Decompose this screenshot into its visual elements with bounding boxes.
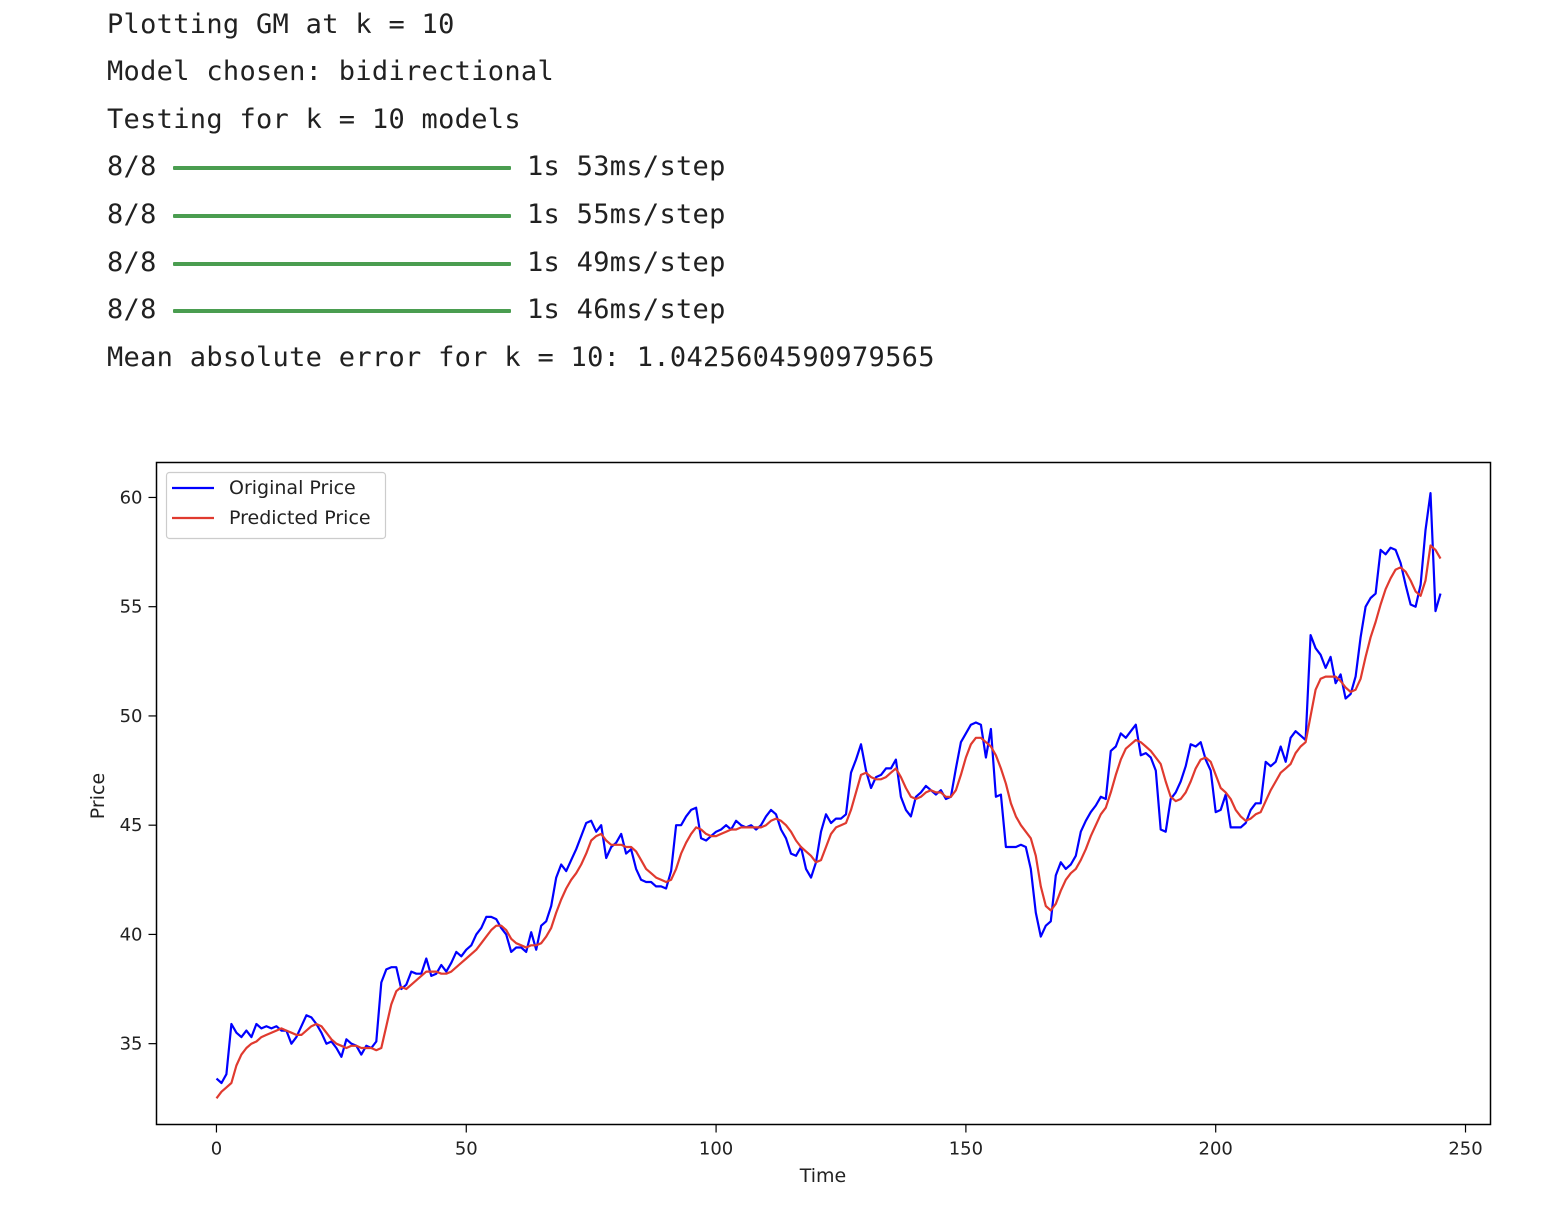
progress-timing: 1s 49ms/step [527, 247, 726, 278]
x-tick-label: 150 [949, 1139, 983, 1160]
progress-bar [173, 166, 511, 170]
console-line-mae: Mean absolute error for k = 10: 1.042560… [107, 342, 935, 373]
y-tick-label: 45 [120, 815, 143, 836]
legend: Original Price Predicted Price [165, 471, 387, 540]
y-tick-label: 40 [120, 924, 143, 945]
x-tick-label: 250 [1448, 1139, 1482, 1160]
x-axis-label: Time [799, 1165, 847, 1187]
console-line-model: Model chosen: bidirectional [107, 56, 554, 87]
legend-box [165, 471, 387, 540]
y-axis-label: Price [87, 773, 109, 819]
y-tick-label: 50 [120, 706, 143, 727]
plot-frame [155, 461, 1492, 1126]
progress-row: 8/8 1s 49ms/step [107, 248, 807, 278]
y-tick-label: 35 [120, 1034, 143, 1055]
progress-bar [173, 214, 511, 218]
progress-fraction: 8/8 [107, 151, 157, 182]
progress-fraction: 8/8 [107, 294, 157, 325]
progress-fraction: 8/8 [107, 247, 157, 278]
predicted-price-line [215, 544, 1442, 1099]
legend-label-original: Original Price [229, 477, 356, 499]
x-tick-label: 50 [455, 1139, 478, 1160]
progress-row: 8/8 1s 55ms/step [107, 200, 807, 230]
progress-timing: 1s 46ms/step [527, 294, 726, 325]
x-tick-label: 200 [1199, 1139, 1233, 1160]
progress-fraction: 8/8 [107, 199, 157, 230]
x-tick-label: 100 [699, 1139, 733, 1160]
y-tick-label: 60 [120, 487, 143, 508]
original-price-line [215, 492, 1442, 1085]
progress-timing: 1s 53ms/step [527, 151, 726, 182]
progress-row: 8/8 1s 53ms/step [107, 152, 807, 182]
progress-row: 8/8 1s 46ms/step [107, 295, 807, 325]
y-tick-label: 55 [120, 597, 143, 618]
progress-bar [173, 262, 511, 266]
x-tick-label: 0 [211, 1139, 222, 1160]
progress-bar [173, 309, 511, 313]
progress-timing: 1s 55ms/step [527, 199, 726, 230]
legend-label-predicted: Predicted Price [229, 507, 371, 529]
console-line-plotting: Plotting GM at k = 10 [107, 9, 455, 40]
console-line-testing: Testing for k = 10 models [107, 104, 521, 135]
